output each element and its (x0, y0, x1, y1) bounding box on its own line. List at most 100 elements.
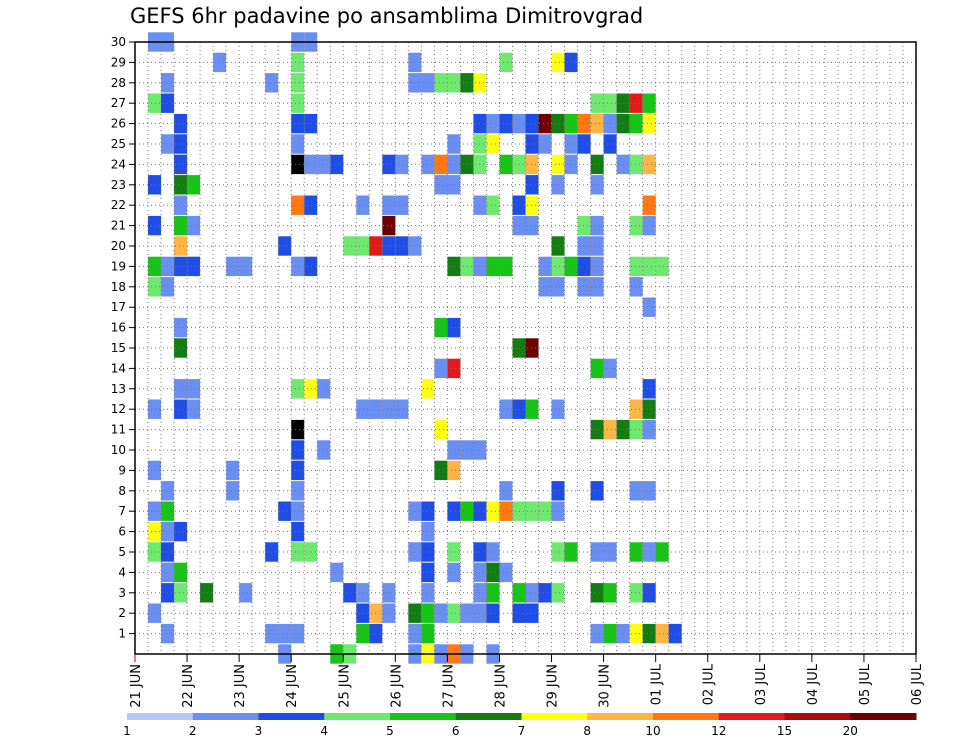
heatmap-cell (148, 501, 162, 521)
y-tick-label: 19 (111, 259, 126, 273)
y-tick-label: 1 (118, 627, 126, 641)
heatmap-cell (590, 93, 604, 113)
heatmap-cell (291, 134, 305, 154)
heatmap-cell (629, 277, 643, 297)
heatmap-cell (551, 277, 565, 297)
heatmap-cell (239, 256, 253, 277)
legend-label: 7 (518, 724, 526, 738)
heatmap-cell (304, 256, 318, 277)
heatmap-cell (278, 623, 292, 644)
heatmap-cell (174, 521, 188, 542)
heatmap-cell (590, 215, 604, 236)
heatmap-cell (499, 501, 513, 521)
heatmap-cell (174, 256, 188, 277)
heatmap-cell (642, 623, 656, 644)
legend-swatch (653, 713, 720, 720)
heatmap-cell (590, 481, 604, 501)
heatmap-cell (538, 277, 552, 297)
heatmap-cell (629, 154, 643, 175)
heatmap-cell (148, 277, 162, 297)
y-tick-label: 14 (111, 361, 126, 375)
heatmap-cell (174, 338, 188, 358)
y-tick-label: 4 (118, 565, 126, 579)
x-tick-label: 03 JUL (754, 663, 769, 705)
heatmap-cell (642, 419, 656, 440)
heatmap-cell (512, 603, 526, 623)
legend-label: 3 (255, 724, 263, 738)
y-tick-label: 12 (111, 402, 126, 416)
heatmap-cell (551, 236, 565, 256)
heatmap-cell (434, 603, 448, 623)
heatmap-cell (538, 501, 552, 521)
heatmap-cell (434, 460, 448, 481)
legend-swatch (127, 713, 194, 720)
heatmap-cell (408, 623, 422, 644)
heatmap-cell (512, 583, 526, 603)
heatmap-cell (356, 603, 370, 623)
heatmap-cell (200, 583, 214, 603)
heatmap-cell (304, 195, 318, 215)
legend-label: 2 (189, 724, 197, 738)
heatmap-cell (291, 256, 305, 277)
heatmap-cell (356, 399, 370, 419)
y-tick-label: 26 (111, 117, 126, 131)
x-tick-label: 30 JUN (598, 664, 613, 708)
y-tick-label: 6 (118, 525, 126, 539)
heatmap-cell (174, 236, 188, 256)
legend-label: 5 (386, 724, 394, 738)
y-tick-label: 28 (111, 76, 126, 90)
legend-label: 8 (583, 724, 591, 738)
heatmap-cell (590, 256, 604, 277)
heatmap-cell (590, 419, 604, 440)
heatmap-cell (382, 195, 396, 215)
heatmap-cell (603, 134, 617, 154)
heatmap-cell (551, 256, 565, 277)
heatmap-cell (460, 440, 474, 460)
heatmap-cell (174, 562, 188, 583)
heatmap-cell (603, 113, 617, 134)
heatmap-cell (382, 154, 396, 175)
heatmap-cell (538, 583, 552, 603)
heatmap-cell (148, 460, 162, 481)
heatmap-cell (525, 113, 539, 134)
heatmap-cell (148, 93, 162, 113)
heatmap-cell (629, 542, 643, 562)
y-tick-label: 22 (111, 198, 126, 212)
heatmap-cell (551, 154, 565, 175)
heatmap-cell (447, 501, 461, 521)
heatmap-cell (603, 623, 617, 644)
y-tick-label: 25 (111, 137, 126, 151)
heatmap-cell (525, 134, 539, 154)
heatmap-cell (629, 256, 643, 277)
heatmap-cell (447, 154, 461, 175)
heatmap-cell (642, 481, 656, 501)
heatmap-cell (291, 113, 305, 134)
heatmap-cell (382, 399, 396, 419)
heatmap-cell (577, 277, 591, 297)
heatmap-cell (187, 215, 201, 236)
y-tick-label: 3 (118, 586, 126, 600)
heatmap-cell (395, 154, 409, 175)
legend-label: 1 (123, 724, 131, 738)
y-tick-label: 7 (118, 504, 126, 518)
heatmap-cell (460, 154, 474, 175)
heatmap-cell (226, 481, 240, 501)
heatmap-cell (525, 154, 539, 175)
heatmap-cell (174, 113, 188, 134)
y-tick-label: 27 (111, 96, 126, 110)
y-tick-label: 13 (111, 382, 126, 396)
heatmap-cell (148, 175, 162, 195)
heatmap-cell (174, 215, 188, 236)
heatmap-cell (642, 379, 656, 399)
heatmap-cell (525, 215, 539, 236)
x-tick-label: 28 JUN (493, 664, 508, 708)
legend-swatch (521, 713, 588, 720)
heatmap-cell (382, 236, 396, 256)
x-tick-label: 24 JUN (285, 664, 300, 708)
heatmap-cell (395, 236, 409, 256)
heatmap-cell (447, 317, 461, 338)
heatmap-cell (538, 256, 552, 277)
heatmap-cell (642, 195, 656, 215)
chart-title: GEFS 6hr padavine po ansamblima Dimitrov… (130, 4, 644, 28)
heatmap-cell (486, 195, 500, 215)
